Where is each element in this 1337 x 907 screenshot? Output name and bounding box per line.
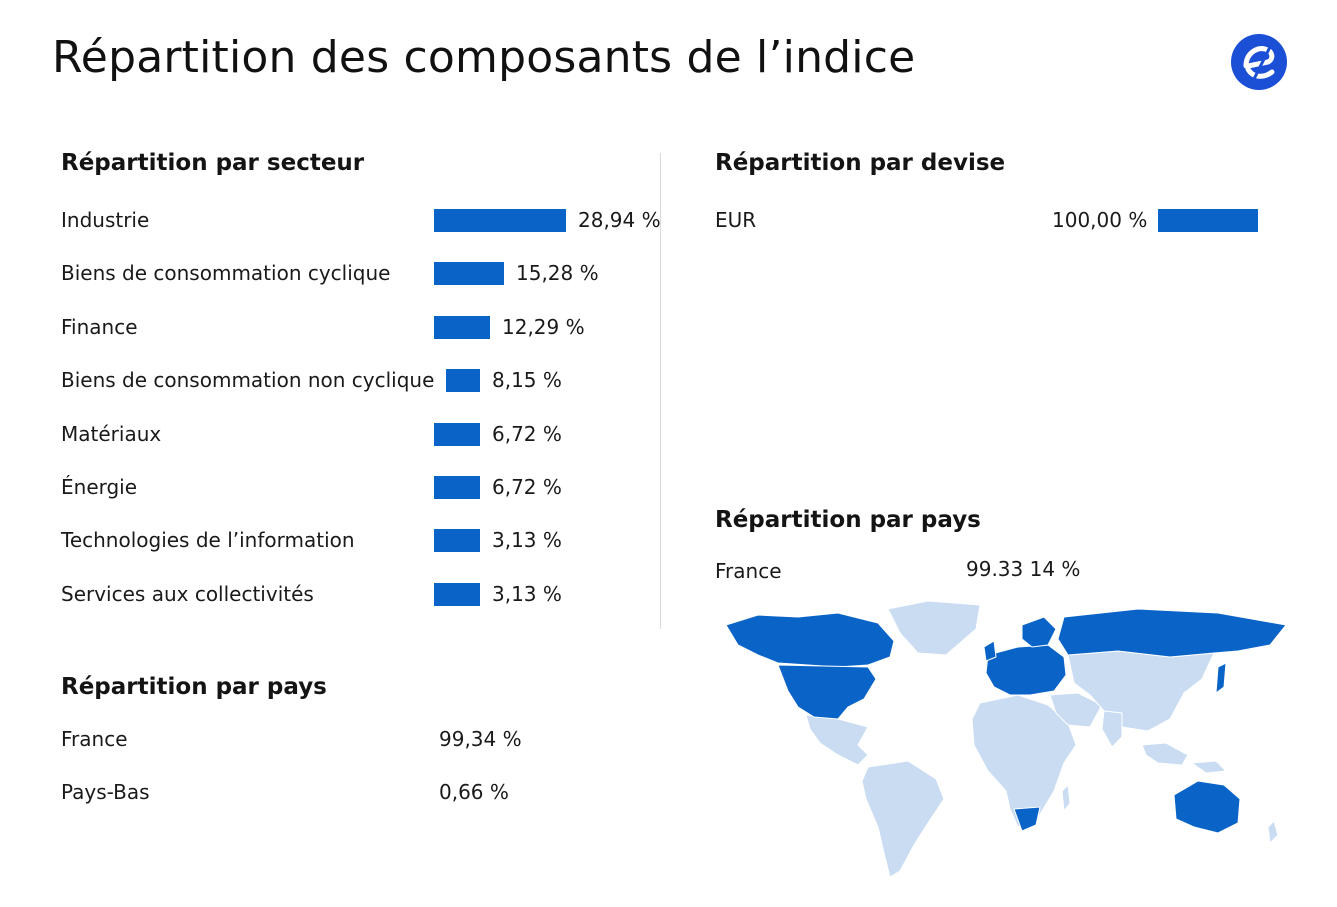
country-label: Pays-Bas bbox=[61, 780, 150, 804]
sector-value-label: 8,15 % bbox=[492, 368, 562, 392]
sector-bar bbox=[434, 476, 480, 499]
sector-bar bbox=[434, 583, 480, 606]
currency-value-label: 100,00 % bbox=[1052, 208, 1148, 232]
sector-value-label: 12,29 % bbox=[502, 315, 585, 339]
sector-label: Énergie bbox=[61, 475, 138, 499]
country-section-title: Répartition par pays bbox=[61, 674, 327, 700]
sector-bar bbox=[434, 316, 490, 339]
sector-section-title: Répartition par secteur bbox=[61, 150, 365, 176]
sector-value-label: 6,72 % bbox=[492, 422, 562, 446]
sector-label: Matériaux bbox=[61, 422, 162, 446]
map-section-title: Répartition par pays bbox=[715, 507, 981, 533]
currency-bar bbox=[1158, 209, 1258, 232]
map-country-value: 99.33 14 % bbox=[966, 557, 1081, 581]
sector-label: Technologies de l’information bbox=[61, 528, 355, 552]
sector-value-label: 15,28 % bbox=[516, 261, 599, 285]
sector-bar bbox=[434, 209, 566, 232]
sector-value-label: 28,94 % bbox=[578, 208, 661, 232]
map-country-label: France bbox=[715, 559, 782, 583]
page-title: Répartition des composants de l’indice bbox=[52, 32, 916, 83]
country-value: 0,66 % bbox=[439, 780, 509, 804]
sector-label: Finance bbox=[61, 315, 138, 339]
country-value: 99,34 % bbox=[439, 727, 522, 751]
sector-label: Industrie bbox=[61, 208, 150, 232]
sector-label: Services aux collectivités bbox=[61, 582, 314, 606]
sector-bar bbox=[434, 423, 480, 446]
currency-section-title: Répartition par devise bbox=[715, 150, 1006, 176]
sector-bar bbox=[434, 262, 504, 285]
map-land-other bbox=[805, 600, 1279, 878]
sector-label: Biens de consommation cyclique bbox=[61, 261, 391, 285]
sector-value-label: 3,13 % bbox=[492, 528, 562, 552]
sector-bar bbox=[434, 529, 480, 552]
sector-label: Biens de consommation non cyclique bbox=[61, 368, 435, 392]
sector-value-label: 6,72 % bbox=[492, 475, 562, 499]
currency-label: EUR bbox=[715, 208, 757, 232]
map-land-highlighted bbox=[725, 608, 1287, 834]
sector-value-label: 3,13 % bbox=[492, 582, 562, 606]
world-map bbox=[718, 595, 1292, 880]
column-divider bbox=[660, 153, 661, 629]
country-label: France bbox=[61, 727, 128, 751]
e-brand-logo-icon bbox=[1230, 33, 1288, 91]
sector-bar bbox=[446, 369, 480, 392]
